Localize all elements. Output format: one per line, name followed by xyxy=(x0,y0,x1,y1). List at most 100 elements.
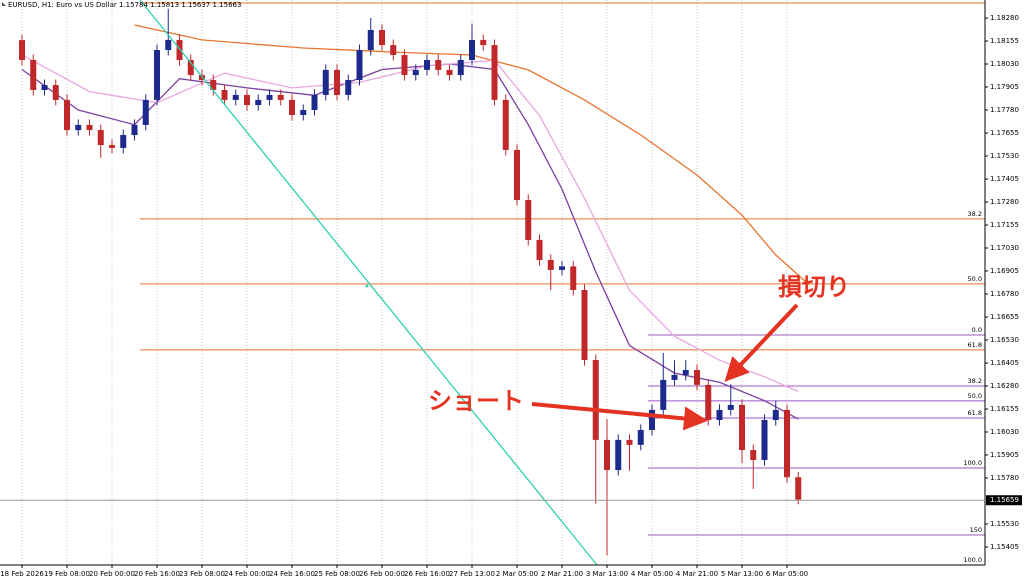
arrow xyxy=(531,402,708,431)
candle-body xyxy=(784,409,790,478)
candle-body xyxy=(694,369,700,385)
y-tick-label: 1.17905 xyxy=(990,83,1019,91)
candle-body xyxy=(739,404,745,451)
candle-body xyxy=(300,110,307,115)
candle-body xyxy=(536,239,543,260)
candle-body xyxy=(390,45,397,56)
candle-body xyxy=(682,369,689,375)
x-tick-label: 24 Feb 16:00 xyxy=(269,570,315,578)
trendline xyxy=(139,0,598,566)
fib-label: 50.0 xyxy=(968,275,982,283)
x-tick-label: 20 Feb 16:00 xyxy=(134,570,180,578)
candle-body xyxy=(649,409,655,430)
y-tick-label: 1.16655 xyxy=(990,313,1019,321)
x-tick-label: 20 Feb 00:00 xyxy=(89,570,135,578)
y-tick-label: 1.18280 xyxy=(990,14,1019,22)
candle-body xyxy=(424,59,430,70)
fib-label: 38.2 xyxy=(968,210,982,218)
ma-line xyxy=(134,24,810,286)
candle-body xyxy=(244,94,250,106)
candle-body xyxy=(626,439,633,445)
trendline-handle xyxy=(365,284,369,288)
candle-body xyxy=(154,50,160,100)
candle-body xyxy=(266,94,273,100)
candle-body xyxy=(75,124,82,131)
candle-body xyxy=(97,130,104,145)
candle-body xyxy=(671,374,678,380)
candle-body xyxy=(120,135,127,148)
x-tick-label: 6 Mar 05:00 xyxy=(766,570,808,578)
candle-body xyxy=(727,404,734,410)
y-tick-label: 1.16780 xyxy=(990,290,1019,298)
y-tick-label: 1.18155 xyxy=(990,37,1019,45)
fib-label: 61.8 xyxy=(968,341,982,349)
y-tick-label: 1.15530 xyxy=(990,520,1019,528)
candle-body xyxy=(570,266,577,290)
candle-body xyxy=(514,149,520,200)
candle-body xyxy=(457,59,464,76)
candle-body xyxy=(637,429,644,445)
y-tick-label: 1.17280 xyxy=(990,198,1019,206)
candle-body xyxy=(30,59,37,90)
x-tick-label: 18 Feb 2026 xyxy=(0,570,44,578)
candle-body xyxy=(64,99,70,131)
candle-body xyxy=(604,439,610,471)
candle-body xyxy=(367,29,374,51)
y-tick-label: 1.17655 xyxy=(990,129,1019,137)
candle-body xyxy=(480,39,487,46)
candle-body xyxy=(525,199,532,240)
candle-body xyxy=(592,360,599,440)
candle-body xyxy=(322,69,329,95)
candle-body xyxy=(446,69,453,76)
candle-body xyxy=(345,80,352,95)
candle-body xyxy=(401,55,408,76)
y-tick-label: 1.16530 xyxy=(990,336,1019,344)
candle-body xyxy=(356,50,363,81)
candle-body xyxy=(716,409,723,421)
y-tick-label: 1.16030 xyxy=(990,428,1019,436)
x-tick-label: 3 Mar 13:00 xyxy=(586,570,628,578)
x-tick-label: 4 Mar 21:00 xyxy=(676,570,718,578)
candle-body xyxy=(795,477,802,500)
x-tick-label: 24 Feb 00:00 xyxy=(224,570,270,578)
candle-body xyxy=(187,59,194,76)
candle-body xyxy=(142,99,149,125)
y-tick-label: 1.15405 xyxy=(990,543,1019,551)
x-tick-label: 26 Feb 16:00 xyxy=(404,570,450,578)
candle-body xyxy=(660,379,667,410)
x-tick-label: 5 Mar 13:00 xyxy=(721,570,763,578)
candle-body xyxy=(581,289,588,361)
candle-body xyxy=(41,84,48,90)
x-tick-label: 4 Mar 05:00 xyxy=(631,570,673,578)
candle-body xyxy=(109,144,115,148)
candle-body xyxy=(277,94,284,100)
header-icon xyxy=(2,2,6,6)
candle-body xyxy=(469,39,475,60)
fib-label: 61.8 xyxy=(968,409,982,417)
arrow xyxy=(724,303,799,382)
fib-label: 0.0 xyxy=(972,326,982,334)
x-tick-label: 23 Feb 08:00 xyxy=(179,570,225,578)
candle-body xyxy=(435,59,442,70)
candle-body xyxy=(165,39,172,51)
candle-body xyxy=(379,29,385,46)
candle-body xyxy=(52,84,59,100)
candle-body xyxy=(547,259,554,270)
fib-label: 50.0 xyxy=(968,392,982,400)
candle-body xyxy=(772,409,779,421)
fib-label: 100.0 xyxy=(963,459,982,467)
candle-body xyxy=(311,94,318,111)
candle-body xyxy=(491,45,498,100)
y-tick-label: 1.16280 xyxy=(990,382,1019,390)
y-tick-label: 1.17780 xyxy=(990,106,1019,114)
y-tick-label: 1.17155 xyxy=(990,221,1019,229)
fib-label: 100.0 xyxy=(963,556,982,564)
candle-body xyxy=(334,69,340,95)
y-tick-label: 1.16905 xyxy=(990,267,1019,275)
annotation: 損切り xyxy=(778,273,850,301)
fib-label: 38.2 xyxy=(968,377,982,385)
candle-body xyxy=(559,266,565,270)
candle-body xyxy=(615,439,622,471)
candle-body xyxy=(221,89,228,100)
x-tick-label: 2 Mar 21:00 xyxy=(541,570,583,578)
